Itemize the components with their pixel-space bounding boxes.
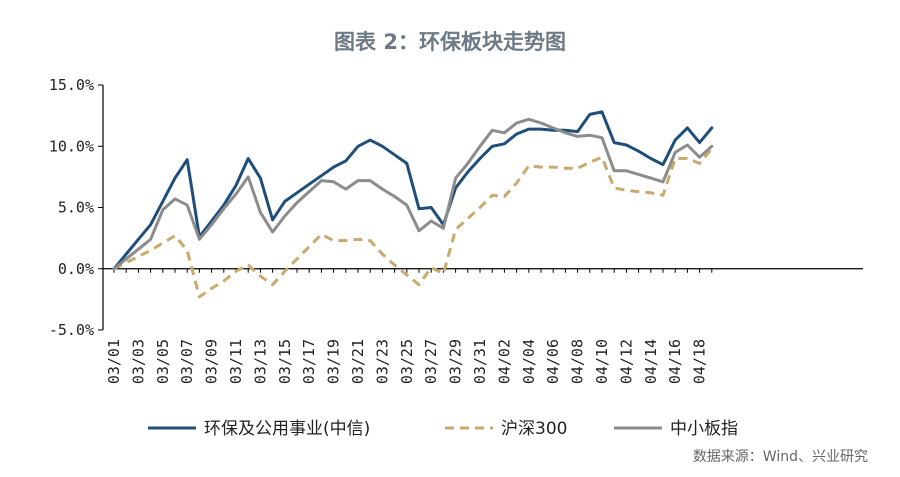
x-tick-label: 04/16 — [666, 339, 684, 384]
source-note: 数据来源：Wind、兴业研究 — [692, 449, 868, 465]
x-tick-label: 03/13 — [251, 339, 269, 384]
legend-label: 中小板指 — [670, 419, 738, 439]
x-tick-label: 04/02 — [495, 339, 513, 384]
x-tick-label: 03/07 — [178, 339, 196, 384]
x-tick-label: 03/19 — [325, 339, 343, 384]
x-tick-label: 04/14 — [642, 339, 660, 384]
x-tick-label: 04/18 — [691, 339, 709, 384]
x-tick-label: 04/12 — [617, 339, 635, 384]
x-tick-label: 03/15 — [276, 339, 294, 384]
y-tick-label: -5.0% — [49, 321, 94, 339]
y-tick-label: 0.0% — [58, 260, 94, 278]
x-tick-label: 03/09 — [203, 339, 221, 384]
legend-label: 环保及公用事业(中信) — [204, 419, 370, 439]
x-tick-label: 04/08 — [569, 339, 587, 384]
y-tick-label: 10.0% — [49, 137, 94, 155]
x-tick-label: 03/29 — [447, 339, 465, 384]
legend-label: 沪深300 — [501, 419, 567, 439]
x-tick-label: 03/31 — [471, 339, 489, 384]
y-tick-label: 15.0% — [49, 76, 94, 94]
x-tick-label: 03/21 — [349, 339, 367, 384]
x-tick-label: 03/17 — [300, 339, 318, 384]
x-tick-label: 03/05 — [154, 339, 172, 384]
y-tick-label: 5.0% — [58, 199, 94, 217]
series-line-1 — [112, 110, 714, 271]
x-tick-label: 03/23 — [373, 339, 391, 384]
chart-title: 图表 2：环保板块走势图 — [334, 30, 566, 54]
series-line-2 — [113, 147, 713, 299]
x-tick-label: 04/04 — [520, 339, 538, 384]
series-line-3 — [112, 117, 714, 271]
x-tick-label: 03/11 — [227, 339, 245, 384]
x-tick-label: 03/03 — [129, 339, 147, 384]
x-tick-label: 03/25 — [398, 339, 416, 384]
x-tick-label: 03/01 — [105, 339, 123, 384]
x-tick-label: 04/06 — [544, 339, 562, 384]
x-tick-label: 03/27 — [422, 339, 440, 384]
x-tick-label: 04/10 — [593, 339, 611, 384]
